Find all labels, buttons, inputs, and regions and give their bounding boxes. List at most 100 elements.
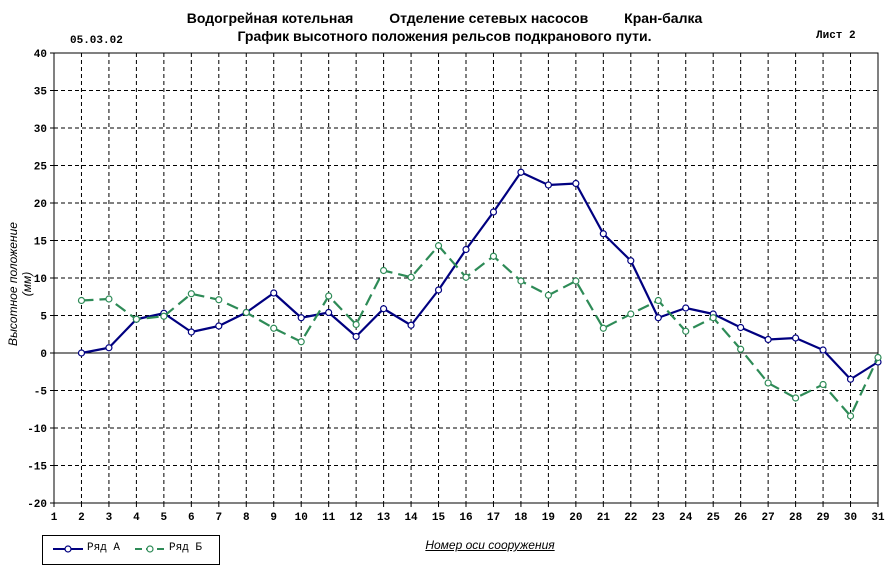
data-point-a xyxy=(187,328,195,336)
data-point-b xyxy=(489,252,498,260)
data-point-b xyxy=(297,338,305,346)
data-point-b xyxy=(380,266,388,275)
chart-legend: Ряд А Ряд Б xyxy=(42,535,220,565)
y-tick-label: 0 xyxy=(40,349,47,361)
x-tick-label: 2 xyxy=(78,512,85,524)
data-point-a xyxy=(462,245,470,254)
data-point-b xyxy=(270,324,278,332)
x-axis-label: Номер оси сооружения xyxy=(425,538,555,552)
x-tick-label: 14 xyxy=(404,512,418,524)
x-tick-label: 22 xyxy=(624,512,637,524)
data-point-b xyxy=(462,273,470,281)
data-point-b xyxy=(682,327,690,335)
legend-marker-a xyxy=(64,545,72,553)
x-tick-label: 15 xyxy=(432,512,446,524)
y-tick-label: -15 xyxy=(27,462,47,474)
data-point-a xyxy=(352,332,360,341)
y-tick-label: 20 xyxy=(34,199,47,211)
data-point-b xyxy=(215,296,223,304)
x-tick-label: 12 xyxy=(350,512,363,524)
x-tick-label: 4 xyxy=(133,512,140,524)
data-point-b xyxy=(434,242,443,250)
data-point-b xyxy=(764,379,772,387)
data-point-a xyxy=(297,314,305,322)
y-axis-label: Высотное положение (мм) xyxy=(6,222,34,346)
x-tick-label: 18 xyxy=(514,512,528,524)
legend-markers xyxy=(53,545,165,553)
y-tick-label: 15 xyxy=(34,237,48,249)
x-tick-label: 3 xyxy=(106,512,113,524)
title-object: Водогрейная котельная xyxy=(186,10,354,26)
data-point-b xyxy=(352,320,360,329)
x-tick-label: 17 xyxy=(487,512,500,524)
legend-marker-b xyxy=(146,545,154,553)
data-point-b xyxy=(627,310,635,318)
series-line-b xyxy=(81,244,879,418)
data-point-a xyxy=(846,375,855,383)
data-point-a xyxy=(325,308,333,317)
x-tick-label: 1 xyxy=(51,512,58,524)
y-tick-label: 25 xyxy=(34,162,48,174)
y-tick-label: 10 xyxy=(34,274,47,286)
data-point-a xyxy=(764,335,772,344)
x-tick-label: 31 xyxy=(871,512,885,524)
x-tick-label: 8 xyxy=(243,512,250,524)
data-point-a xyxy=(627,257,635,265)
data-point-b xyxy=(242,308,250,317)
data-point-b xyxy=(325,292,333,300)
data-point-b xyxy=(874,353,882,362)
data-point-a xyxy=(572,179,580,188)
data-point-b xyxy=(709,314,717,322)
data-point-b xyxy=(846,412,855,420)
y-tick-label: -10 xyxy=(27,424,47,436)
data-point-a xyxy=(489,208,498,216)
legend-label-b: Ряд Б xyxy=(169,542,203,554)
data-point-b xyxy=(105,295,113,303)
data-point-a xyxy=(270,289,278,297)
data-point-b xyxy=(737,345,745,353)
data-point-b xyxy=(544,291,553,299)
y-tick-label: 35 xyxy=(34,87,48,99)
x-tick-label: 20 xyxy=(569,512,582,524)
x-tick-label: 25 xyxy=(707,512,721,524)
legend-label-a: Ряд А xyxy=(87,542,121,554)
x-tick-label: 6 xyxy=(188,512,195,524)
data-point-b xyxy=(187,290,195,298)
x-tick-label: 30 xyxy=(844,512,857,524)
data-point-b xyxy=(654,296,662,305)
date-label: 05.03.02 xyxy=(70,35,123,47)
x-tick-label: 7 xyxy=(215,512,222,524)
title-section: Отделение сетевых насосов xyxy=(389,10,589,26)
data-point-a xyxy=(682,304,690,312)
data-point-b xyxy=(132,315,140,323)
data-point-b xyxy=(819,380,827,389)
data-point-b xyxy=(160,312,168,320)
x-tick-label: 21 xyxy=(597,512,611,524)
data-point-a xyxy=(380,305,388,313)
x-tick-label: 23 xyxy=(652,512,666,524)
x-tick-label: 13 xyxy=(377,512,391,524)
data-point-a xyxy=(544,181,553,189)
x-tick-label: 19 xyxy=(542,512,555,524)
y-tick-label: 40 xyxy=(34,49,47,61)
data-point-a xyxy=(215,322,223,330)
data-point-a xyxy=(599,230,607,238)
x-tick-label: 27 xyxy=(762,512,775,524)
x-tick-label: 16 xyxy=(459,512,472,524)
y-tick-label: -5 xyxy=(34,387,48,399)
x-tick-label: 5 xyxy=(161,512,168,524)
chart-title: График высотного положения рельсов подкр… xyxy=(237,28,652,44)
series-line-a xyxy=(81,171,879,381)
data-point-b xyxy=(517,277,525,285)
chart-title-line-1: Водогрейная котельная Отделение сетевых … xyxy=(0,10,889,26)
x-tick-label: 11 xyxy=(322,512,336,524)
y-tick-label: 5 xyxy=(40,312,47,324)
data-point-b xyxy=(77,296,86,305)
y-tick-label: 30 xyxy=(34,124,47,136)
x-tick-label: 26 xyxy=(734,512,747,524)
data-point-a xyxy=(77,349,86,357)
data-point-a xyxy=(654,314,662,322)
x-tick-label: 28 xyxy=(789,512,803,524)
data-point-a xyxy=(737,323,745,332)
